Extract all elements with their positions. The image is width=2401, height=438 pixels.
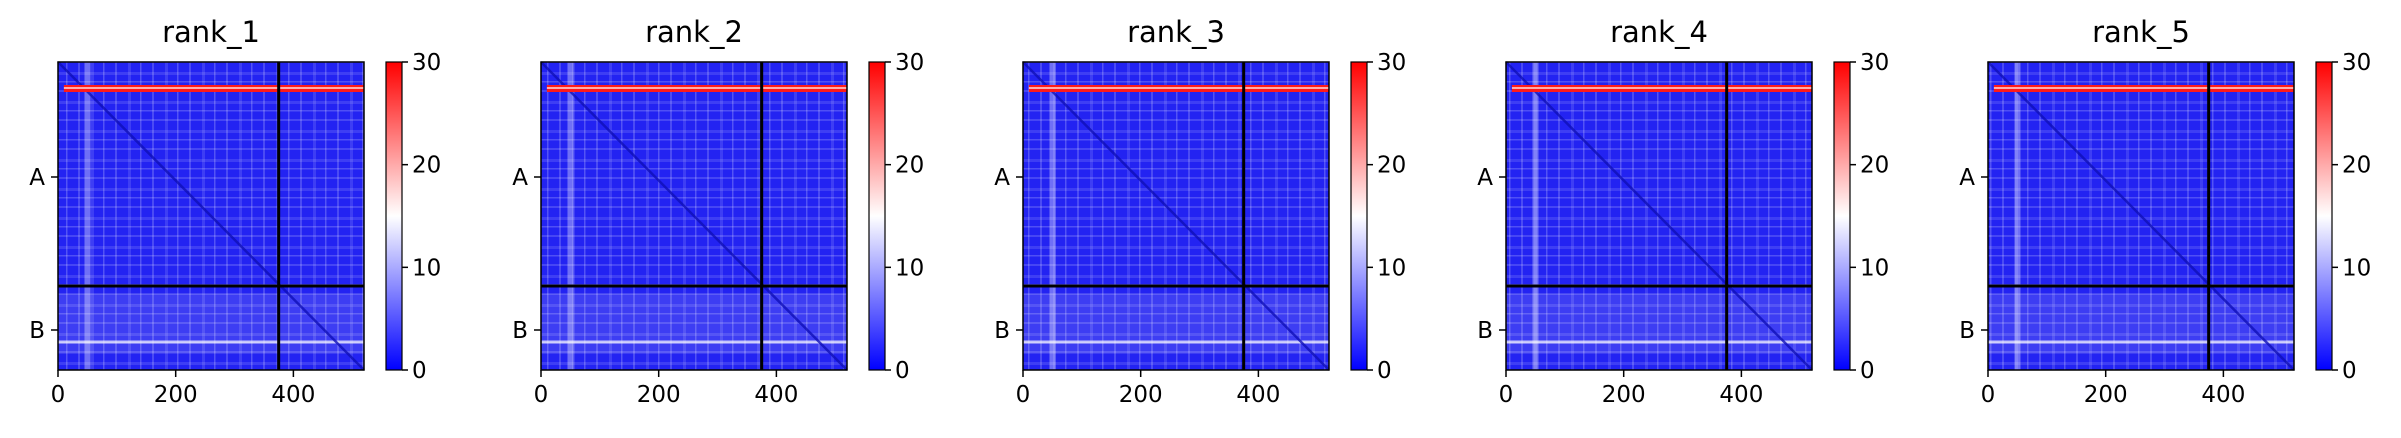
colorbar xyxy=(2315,61,2333,371)
x-tick-label: 200 xyxy=(1602,382,1646,408)
x-tick-label: 0 xyxy=(1016,382,1031,408)
colorbar-tick-label: 30 xyxy=(412,50,441,76)
colorbar xyxy=(868,61,886,371)
y-tick-label: B xyxy=(1477,318,1493,344)
colorbar xyxy=(1350,61,1368,371)
panel-5: rank_5 0 200 400 A B 0 10 20 30 xyxy=(1959,15,2371,408)
x-tick-label: 400 xyxy=(1719,382,1763,408)
heatmap-lower-band xyxy=(1023,294,1329,354)
heatmap-lower-band xyxy=(1988,294,2294,354)
colorbar-tick-label: 20 xyxy=(412,153,441,179)
heatmap-frame xyxy=(1505,61,1813,371)
heatmap-lower-band xyxy=(58,294,364,354)
chart-title: rank_3 xyxy=(1127,15,1225,49)
heatmap-frame xyxy=(540,61,848,371)
colorbar-tick-label: 10 xyxy=(412,255,441,281)
colorbar-tick-label: 10 xyxy=(1377,255,1406,281)
heatmap-frame xyxy=(57,61,365,371)
colorbar-tick-label: 0 xyxy=(895,358,910,384)
heatmap-bright-column xyxy=(1532,62,1539,370)
heatmap-high-row-highlight xyxy=(546,87,847,89)
heatmap-frame xyxy=(1987,61,2295,371)
colorbar-tick-label: 30 xyxy=(1860,50,1889,76)
x-tick-label: 0 xyxy=(1499,382,1514,408)
colorbar-tick-label: 10 xyxy=(1860,255,1889,281)
heatmap-diagonal xyxy=(57,61,365,371)
y-tick-label: A xyxy=(994,165,1010,191)
heatmap-frame xyxy=(1022,61,1330,371)
y-tick-label: A xyxy=(29,165,45,191)
colorbar-tick-label: 10 xyxy=(2342,255,2371,281)
y-tick-label: A xyxy=(1959,165,1975,191)
heatmap-bright-column xyxy=(2014,62,2021,370)
colorbar-tick-label: 30 xyxy=(895,50,924,76)
colorbar-tick-label: 20 xyxy=(895,153,924,179)
colorbar-tick-label: 20 xyxy=(2342,153,2371,179)
heatmap-bright-column xyxy=(84,62,91,370)
chart-title: rank_1 xyxy=(162,15,260,49)
heatmap-lower-band xyxy=(1506,294,1812,354)
colorbar-tick-label: 20 xyxy=(1860,153,1889,179)
colorbar xyxy=(385,61,403,371)
heatmap-diagonal xyxy=(1987,61,2295,371)
heatmap-bright-column xyxy=(567,62,574,370)
panel-3: rank_3 0 200 400 A B 0 10 20 30 xyxy=(994,15,1406,408)
x-tick-label: 400 xyxy=(1236,382,1280,408)
heatmap-high-row-highlight xyxy=(1993,87,2294,89)
colorbar xyxy=(1833,61,1851,371)
colorbar-tick-label: 30 xyxy=(2342,50,2371,76)
colorbar-tick-label: 0 xyxy=(2342,358,2357,384)
x-tick-label: 200 xyxy=(637,382,681,408)
chart-title: rank_5 xyxy=(2092,15,2190,49)
panel-2: rank_2 0 200 400 A B 0 10 20 30 xyxy=(512,15,924,408)
y-tick-label: B xyxy=(512,318,528,344)
y-tick-label: B xyxy=(1959,318,1975,344)
x-tick-label: 400 xyxy=(271,382,315,408)
x-tick-label: 400 xyxy=(754,382,798,408)
heatmap-high-row-highlight xyxy=(1028,87,1329,89)
x-tick-label: 200 xyxy=(2084,382,2128,408)
x-tick-label: 200 xyxy=(154,382,198,408)
chart-title: rank_4 xyxy=(1610,15,1708,49)
panel-1: rank_1 0 200 400 A B 0 10 20 30 xyxy=(29,15,441,408)
colorbar-tick-label: 0 xyxy=(1860,358,1875,384)
heatmap-diagonal xyxy=(540,61,848,371)
colorbar-tick-label: 10 xyxy=(895,255,924,281)
x-tick-label: 400 xyxy=(2201,382,2245,408)
panel-4: rank_4 0 200 400 A B 0 10 20 30 xyxy=(1477,15,1889,408)
y-tick-label: A xyxy=(1477,165,1493,191)
x-tick-label: 0 xyxy=(1981,382,1996,408)
y-tick-label: A xyxy=(512,165,528,191)
x-tick-label: 0 xyxy=(51,382,66,408)
colorbar-tick-label: 0 xyxy=(1377,358,1392,384)
heatmap-diagonal xyxy=(1022,61,1330,371)
heatmap-bright-column xyxy=(1049,62,1056,370)
y-tick-label: B xyxy=(994,318,1010,344)
colorbar-tick-label: 0 xyxy=(412,358,427,384)
y-tick-label: B xyxy=(29,318,45,344)
heatmap-high-row-highlight xyxy=(63,87,365,89)
heatmap-lower-band xyxy=(541,294,847,354)
heatmap-high-row-highlight xyxy=(1511,87,1812,89)
colorbar-tick-label: 20 xyxy=(1377,153,1406,179)
x-tick-label: 200 xyxy=(1119,382,1163,408)
heatmap-diagonal xyxy=(1505,61,1813,371)
x-tick-label: 0 xyxy=(534,382,549,408)
colorbar-tick-label: 30 xyxy=(1377,50,1406,76)
chart-title: rank_2 xyxy=(645,15,743,49)
